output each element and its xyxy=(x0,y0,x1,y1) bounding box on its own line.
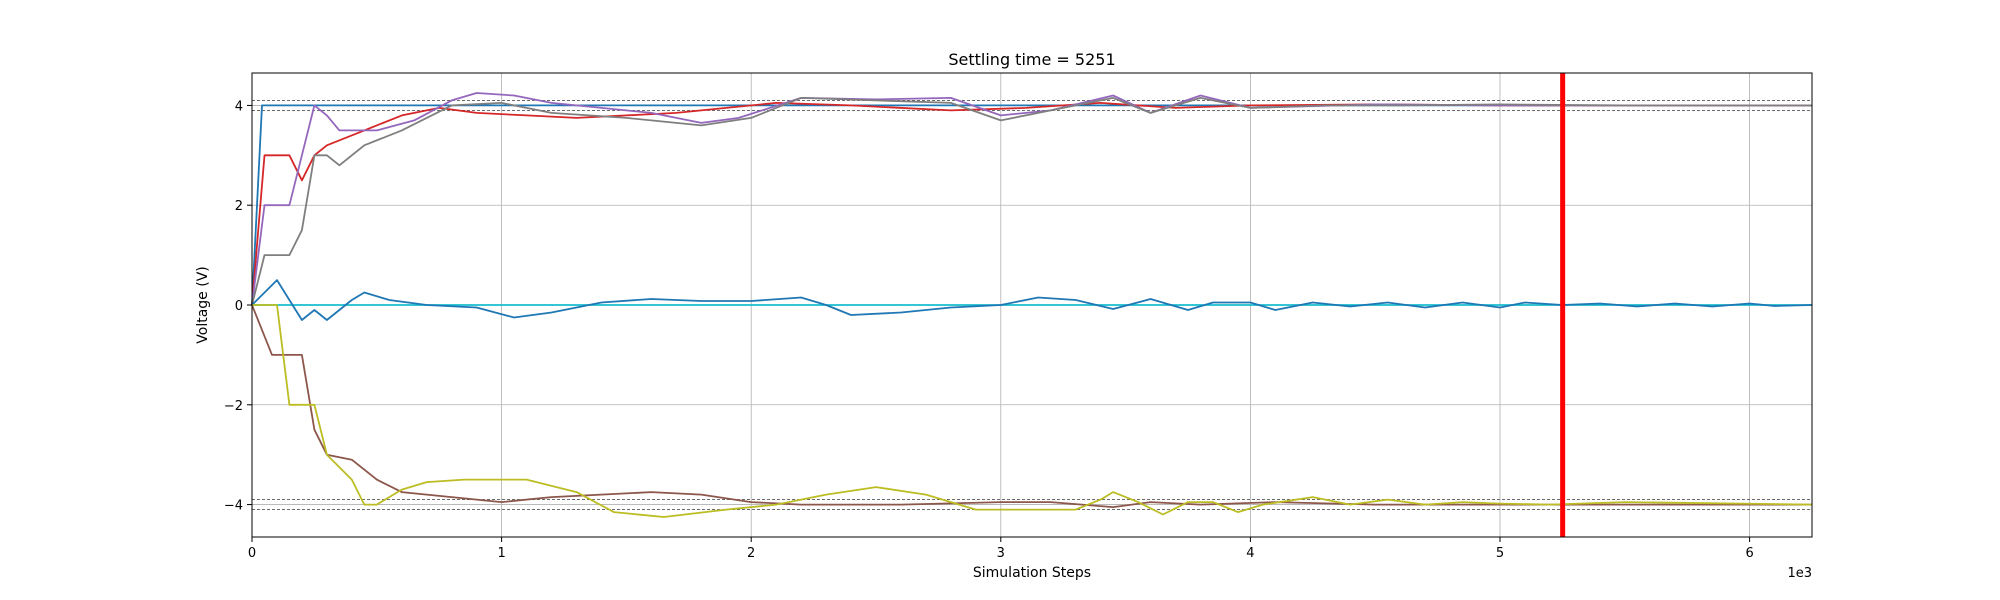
x-axis-label: Simulation Steps xyxy=(973,565,1091,581)
chart-title: Settling time = 5251 xyxy=(948,50,1115,69)
x-axis-multiplier: 1e3 xyxy=(1787,566,1812,581)
x-tick-label: 6 xyxy=(1745,546,1753,561)
x-tick-label: 0 xyxy=(248,546,256,561)
series-line-6 xyxy=(251,279,1813,321)
x-tick-label: 4 xyxy=(1246,546,1254,561)
axis-ticks: 0 1 2 3 4 5 6 −4 −2 0 2 4 xyxy=(224,99,1754,561)
y-tick-label: −2 xyxy=(224,399,243,414)
y-tick-label: −4 xyxy=(224,499,243,514)
x-tick-label: 3 xyxy=(997,546,1005,561)
series-lines xyxy=(251,92,1813,518)
y-axis-label: Voltage (V) xyxy=(195,266,211,343)
y-tick-label: 2 xyxy=(235,199,243,214)
y-tick-label: 0 xyxy=(235,299,243,314)
x-tick-label: 5 xyxy=(1496,546,1504,561)
y-tick-label: 4 xyxy=(235,99,243,114)
series-line-3 xyxy=(251,92,1812,306)
series-line-8 xyxy=(252,304,1813,518)
series-line-4 xyxy=(251,97,1812,306)
x-tick-label: 1 xyxy=(497,546,505,561)
series-line-7 xyxy=(251,304,1812,508)
x-tick-label: 2 xyxy=(747,546,755,561)
series-line-2 xyxy=(251,102,1812,306)
